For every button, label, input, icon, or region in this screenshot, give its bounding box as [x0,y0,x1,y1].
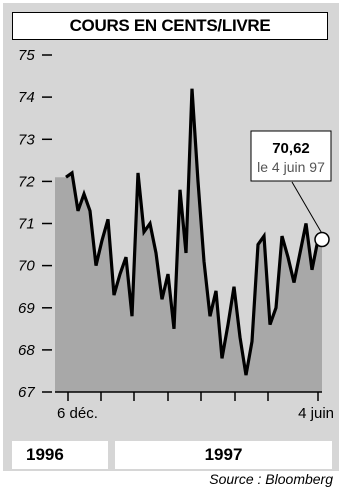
price-chart: 75 74 73 72 71 70 69 68 67 6 déc. 4 juin 70,62 le … [18,47,334,422]
title-box: COURS EN CENTS/LIVRE [12,12,328,40]
price-line [65,88,320,376]
y-tick-label: 67 [18,384,35,401]
year-label-1996: 1996 [12,441,108,469]
annotation-value: 70,62 [272,140,310,157]
source-credit: Source : Bloomberg [209,471,333,487]
y-tick-label: 72 [18,173,35,190]
x-tick-label-end: 4 juin [298,405,334,422]
y-tick-label: 75 [18,47,35,64]
y-tick-label: 68 [18,342,35,359]
annotation-date: le 4 juin 97 [257,159,325,175]
year-label-1997: 1997 [115,441,332,469]
x-tick-label-start: 6 déc. [57,405,98,422]
y-tick-label: 71 [18,216,35,233]
chart-title: COURS EN CENTS/LIVRE [69,16,271,35]
annotation-box [250,130,332,182]
y-tick-label: 70 [18,258,35,275]
area-fill [55,88,322,392]
annotation-connector [291,181,323,234]
endpoint-marker [314,231,330,248]
y-tick-label: 69 [18,300,35,317]
y-tick-label: 74 [18,89,35,106]
year-bar: 1996 1997 [12,441,332,469]
y-tick-label: 73 [18,131,35,148]
